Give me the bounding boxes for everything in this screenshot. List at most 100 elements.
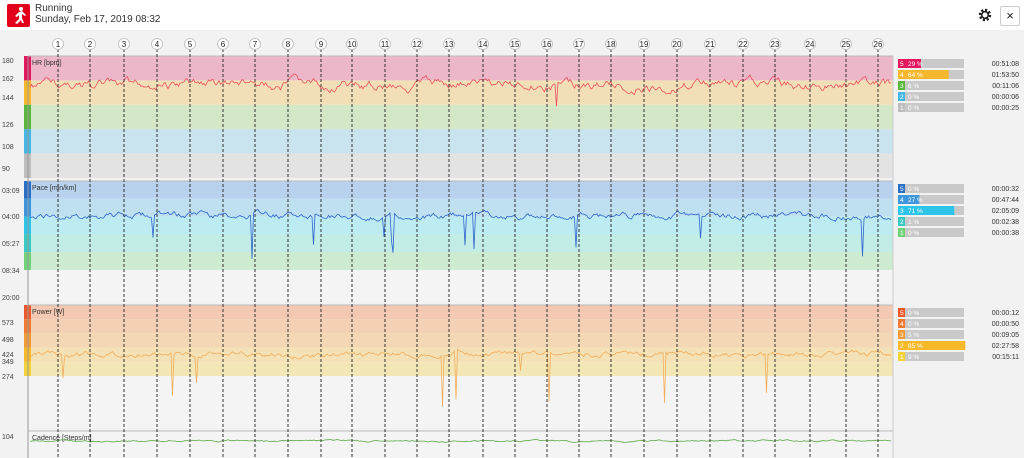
- zone-number: 4: [900, 321, 904, 328]
- running-man-icon: [7, 4, 30, 27]
- lap-marker[interactable]: [872, 38, 884, 50]
- lap-number: 10: [348, 40, 357, 49]
- lap-markers[interactable]: 1 2 3 4 5 6 7 8 9 10 11 12 13 14 15 16 17 18 19 20 21 22 23 24 2…: [52, 38, 884, 458]
- lap-number: 24: [806, 40, 815, 49]
- zone-bar-bg: [898, 308, 964, 317]
- zone-bar-bg: [898, 228, 964, 237]
- y-tick-label: 349: [2, 359, 14, 366]
- zone-bar-fill: [898, 81, 905, 90]
- zone-bar-bg: [898, 330, 964, 339]
- lap-number: 2: [88, 40, 93, 49]
- lap-marker[interactable]: [52, 38, 64, 50]
- lap-marker[interactable]: [315, 38, 327, 50]
- zone-band: [28, 104, 893, 130]
- lap-number: 7: [253, 40, 258, 49]
- lap-marker[interactable]: [769, 38, 781, 50]
- zone-percent: 9 %: [908, 354, 919, 361]
- zone-bar-fill: [898, 330, 905, 339]
- app-title: Running: [35, 3, 73, 14]
- zone-band: [28, 333, 893, 348]
- zone-bar-bg: [898, 103, 964, 112]
- lap-marker[interactable]: [638, 38, 650, 50]
- lap-number: 13: [445, 40, 454, 49]
- zone-number: 5: [900, 61, 904, 68]
- zone-number: 1: [900, 354, 904, 361]
- lap-marker[interactable]: [118, 38, 130, 50]
- lap-marker[interactable]: [84, 38, 96, 50]
- zone-time: 00:00:25: [992, 105, 1019, 112]
- zone-band: [28, 153, 893, 178]
- zone-bar-fill: [898, 184, 905, 193]
- zone-band: [28, 216, 893, 235]
- lap-marker[interactable]: [737, 38, 749, 50]
- y-tick-label: 144: [2, 95, 14, 102]
- lap-number: 22: [739, 40, 748, 49]
- lap-number: 4: [155, 40, 160, 49]
- panel-label: Pace [min/km]: [32, 185, 76, 192]
- zone-number: 4: [900, 197, 904, 204]
- zone-time: 00:11:06: [992, 83, 1019, 90]
- lap-marker[interactable]: [282, 38, 294, 50]
- zone-bar-fill: [898, 195, 920, 204]
- zone-percent: 0 %: [908, 321, 919, 328]
- lap-marker[interactable]: [151, 38, 163, 50]
- zone-time: 00:47:44: [992, 197, 1019, 204]
- lap-number: 16: [543, 40, 552, 49]
- lap-marker[interactable]: [509, 38, 521, 50]
- y-tick-label: 05:27: [2, 241, 20, 248]
- zone-bar-bg: [898, 195, 964, 204]
- close-button[interactable]: ×: [1000, 6, 1020, 26]
- lap-marker[interactable]: [477, 38, 489, 50]
- zone-time: 00:15:11: [992, 354, 1019, 361]
- lap-number: 9: [319, 40, 324, 49]
- lap-marker[interactable]: [804, 38, 816, 50]
- zone-summaries: 5 29 % 00:51:084 64 % 01:53:503 6 % 00:11:062 0…: [898, 59, 1019, 361]
- lap-marker[interactable]: [605, 38, 617, 50]
- zone-band: [28, 80, 893, 105]
- lap-marker[interactable]: [840, 38, 852, 50]
- lap-marker[interactable]: [217, 38, 229, 50]
- zone-bar-bg: [898, 59, 964, 68]
- y-tick-label: 180: [2, 58, 14, 65]
- zone-percent: 27 %: [908, 197, 923, 204]
- zone-number: 3: [900, 208, 904, 215]
- y-axes: 180 162 144 126 108 90 03:09 04:00 05:27 08:34 20:…: [2, 56, 894, 458]
- zone-bar-fill: [898, 103, 905, 112]
- y-tick-label: 03:09: [2, 188, 20, 195]
- zone-bar-bg: [898, 217, 964, 226]
- zone-percent: 0 %: [908, 105, 919, 112]
- y-tick-label: 126: [2, 122, 14, 129]
- lap-marker[interactable]: [249, 38, 261, 50]
- zone-time: 00:09:05: [992, 332, 1019, 339]
- zone-bar-bg: [898, 319, 964, 328]
- y-tick-label: 162: [2, 76, 14, 83]
- zone-time: 00:00:38: [992, 230, 1019, 237]
- y-tick-label: 20:00: [2, 295, 20, 302]
- zone-bar-bg: [898, 92, 964, 101]
- gear-icon[interactable]: [977, 7, 993, 23]
- lap-marker[interactable]: [184, 38, 196, 50]
- lap-number: 19: [640, 40, 649, 49]
- zone-number: 2: [900, 94, 904, 101]
- zone-band: [28, 181, 893, 199]
- lap-marker[interactable]: [541, 38, 553, 50]
- lap-number: 17: [575, 40, 584, 49]
- lap-marker[interactable]: [443, 38, 455, 50]
- lap-marker[interactable]: [573, 38, 585, 50]
- lap-number: 14: [479, 40, 488, 49]
- lap-number: 6: [221, 40, 226, 49]
- y-tick-label: 274: [2, 374, 14, 381]
- zone-time: 00:00:06: [992, 94, 1019, 101]
- lap-marker[interactable]: [379, 38, 391, 50]
- zone-percent: 1 %: [908, 219, 919, 226]
- zone-percent: 0 %: [908, 230, 919, 237]
- zone-bar-fill: [898, 92, 905, 101]
- zone-bar-bg: [898, 81, 964, 90]
- lap-marker[interactable]: [411, 38, 423, 50]
- lap-marker[interactable]: [704, 38, 716, 50]
- zone-number: 1: [900, 105, 904, 112]
- panel-background: [28, 431, 893, 458]
- lap-number: 26: [874, 40, 883, 49]
- lap-marker[interactable]: [346, 38, 358, 50]
- lap-marker[interactable]: [671, 38, 683, 50]
